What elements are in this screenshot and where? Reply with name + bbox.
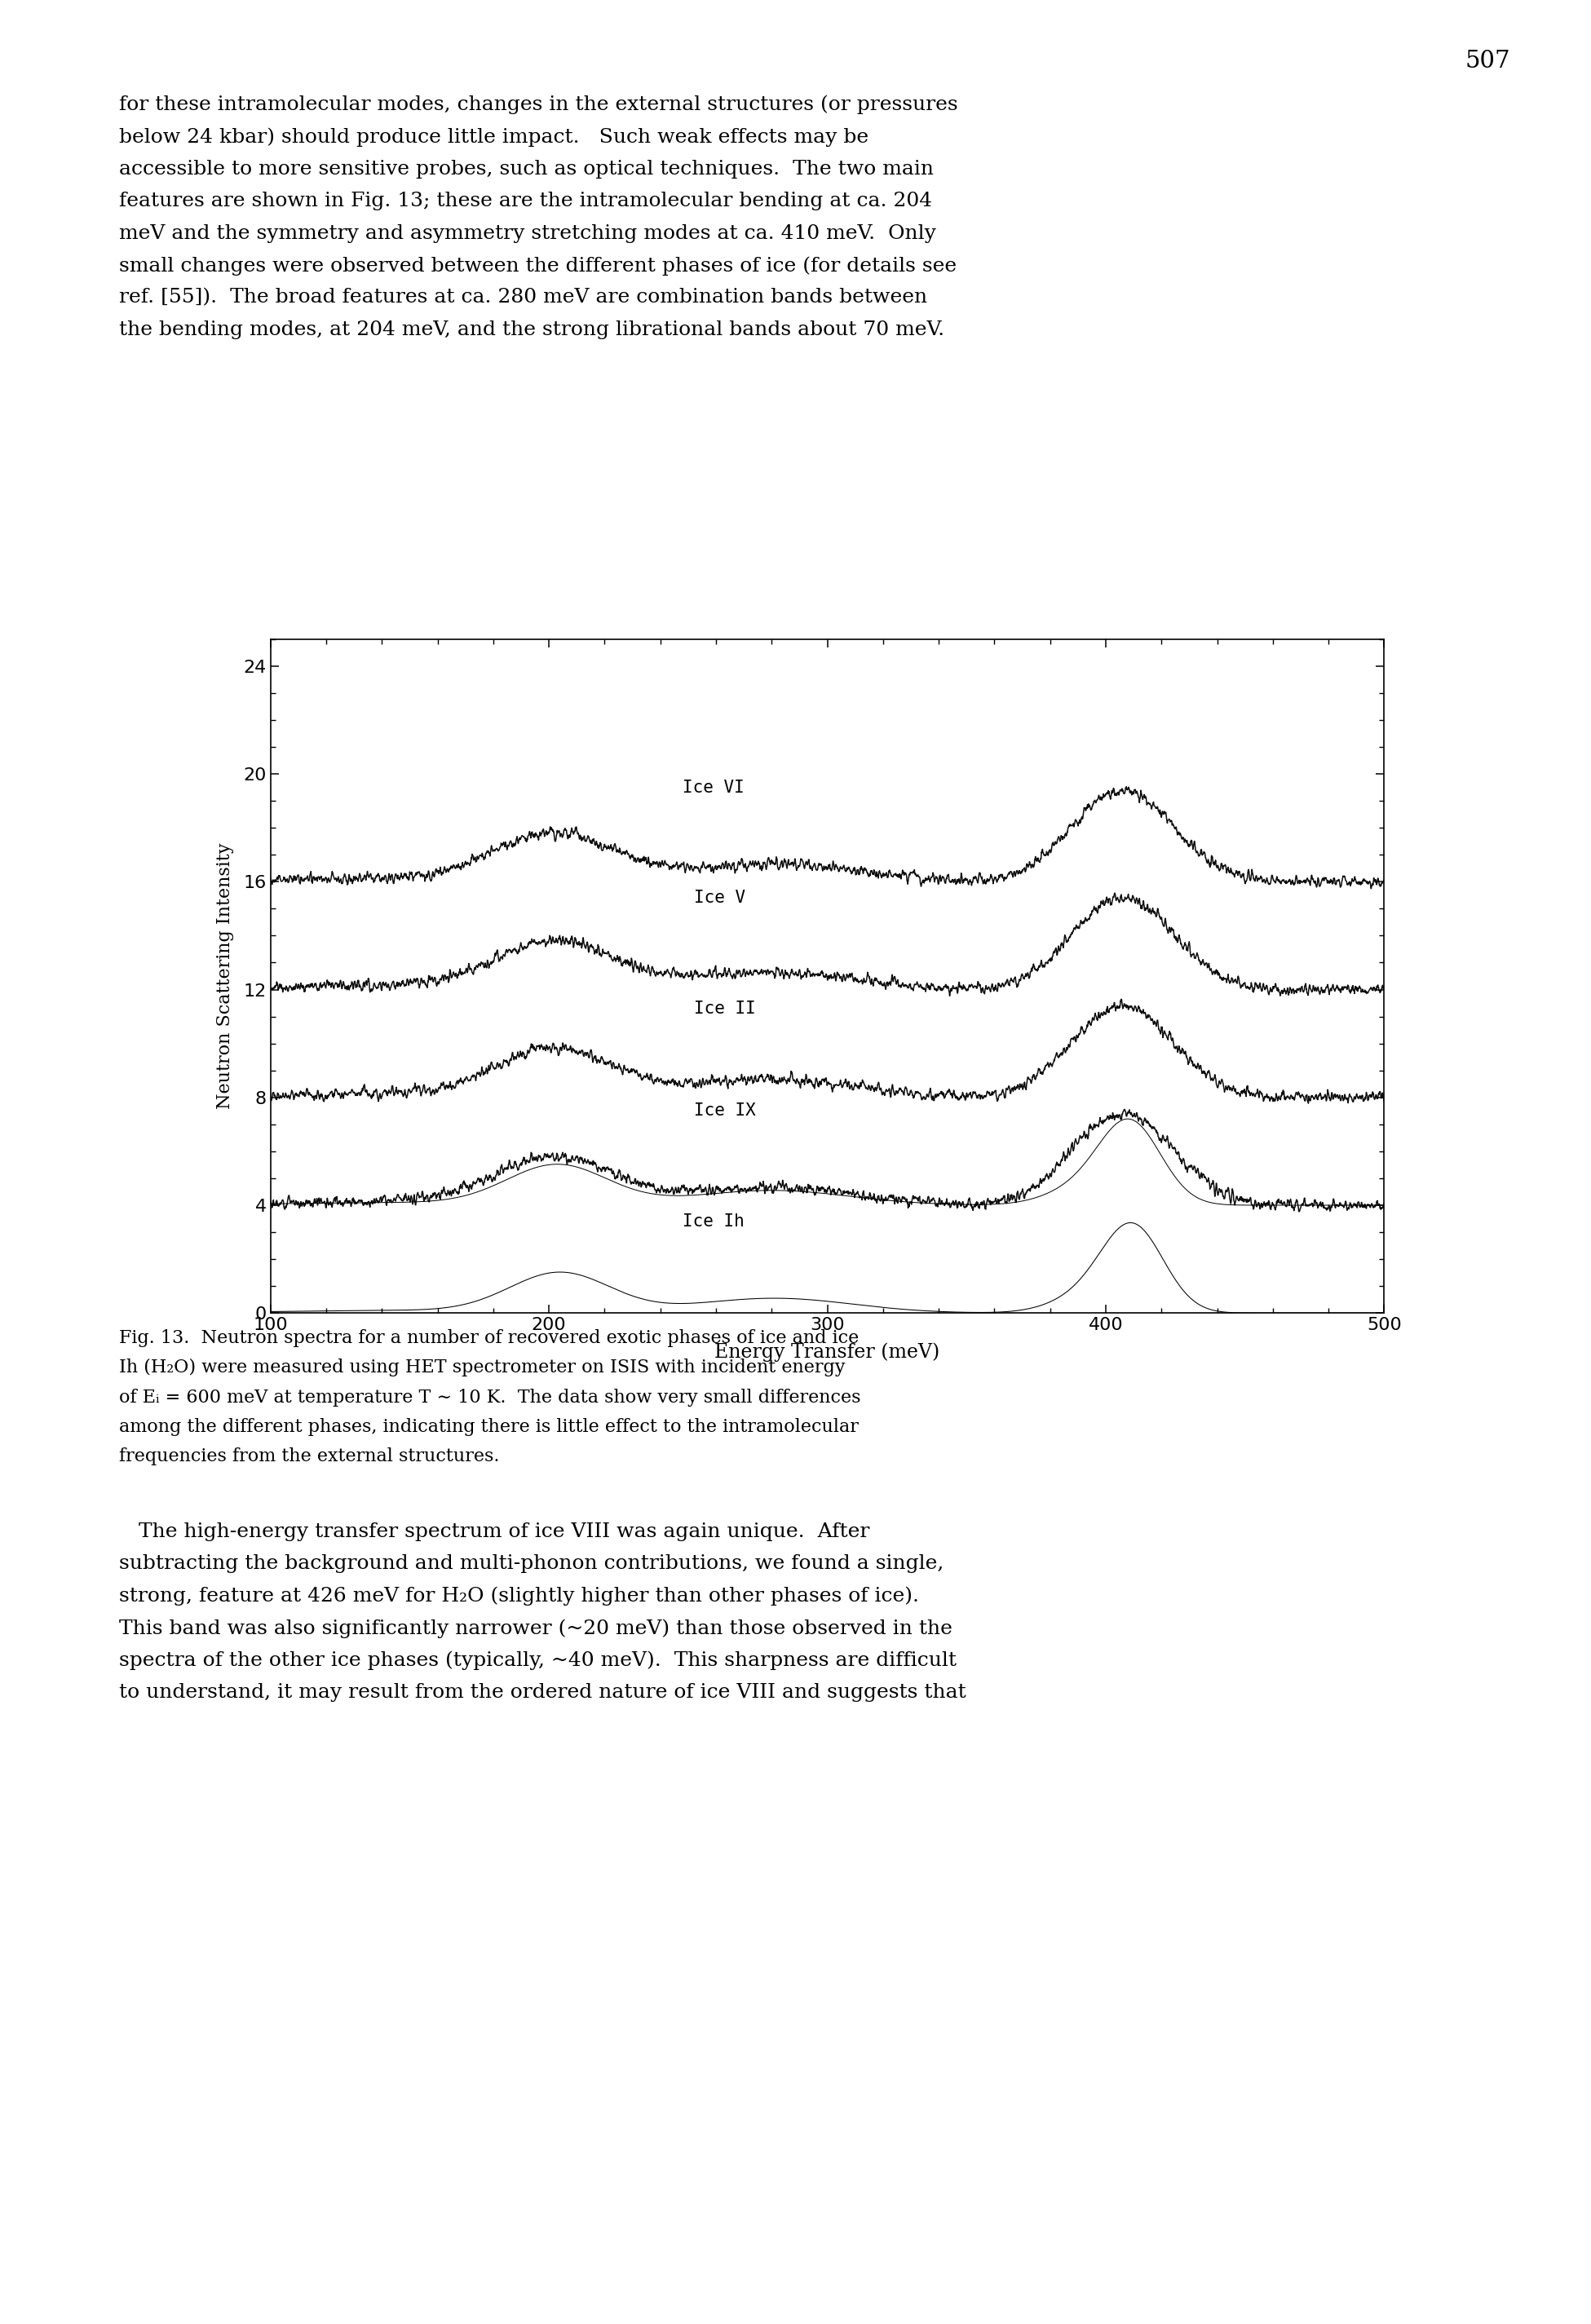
Text: The high-energy transfer spectrum of ice VIII was again unique.  After: The high-energy transfer spectrum of ice… (119, 1522, 870, 1541)
Text: 507: 507 (1465, 51, 1510, 72)
Text: to understand, it may result from the ordered nature of ice VIII and suggests th: to understand, it may result from the or… (119, 1683, 966, 1701)
Text: small changes were observed between the different phases of ice (for details see: small changes were observed between the … (119, 256, 956, 277)
Text: strong, feature at 426 meV for H₂O (slightly higher than other phases of ice).: strong, feature at 426 meV for H₂O (slig… (119, 1587, 920, 1606)
X-axis label: Energy Transfer (meV): Energy Transfer (meV) (714, 1343, 940, 1362)
Text: accessible to more sensitive probes, such as optical techniques.  The two main: accessible to more sensitive probes, suc… (119, 160, 934, 179)
Text: features are shown in Fig. 13; these are the intramolecular bending at ca. 204: features are shown in Fig. 13; these are… (119, 193, 932, 211)
Text: ref. [55]).  The broad features at ca. 280 meV are combination bands between: ref. [55]). The broad features at ca. 28… (119, 288, 928, 307)
Text: Ice V: Ice V (694, 890, 745, 906)
Text: Fig. 13.  Neutron spectra for a number of recovered exotic phases of ice and ice: Fig. 13. Neutron spectra for a number of… (119, 1329, 859, 1348)
Text: of Eᵢ = 600 meV at temperature T ∼ 10 K.  The data show very small differences: of Eᵢ = 600 meV at temperature T ∼ 10 K.… (119, 1387, 861, 1406)
Text: meV and the symmetry and asymmetry stretching modes at ca. 410 meV.  Only: meV and the symmetry and asymmetry stret… (119, 223, 937, 242)
Text: This band was also significantly narrower (~20 meV) than those observed in the: This band was also significantly narrowe… (119, 1620, 953, 1638)
Text: Ih (H₂O) were measured using HET spectrometer on ISIS with incident energy: Ih (H₂O) were measured using HET spectro… (119, 1360, 845, 1376)
Text: among the different phases, indicating there is little effect to the intramolecu: among the different phases, indicating t… (119, 1418, 859, 1436)
Text: spectra of the other ice phases (typically, ~40 meV).  This sharpness are diffic: spectra of the other ice phases (typical… (119, 1650, 956, 1671)
Text: the bending modes, at 204 meV, and the strong librational bands about 70 meV.: the bending modes, at 204 meV, and the s… (119, 321, 945, 339)
Text: subtracting the background and multi-phonon contributions, we found a single,: subtracting the background and multi-pho… (119, 1555, 943, 1573)
Text: for these intramolecular modes, changes in the external structures (or pressures: for these intramolecular modes, changes … (119, 95, 958, 114)
Text: below 24 kbar) should produce little impact.   Such weak effects may be: below 24 kbar) should produce little imp… (119, 128, 869, 146)
Text: Ice II: Ice II (694, 999, 756, 1016)
Text: Ice IX: Ice IX (694, 1102, 756, 1120)
Text: Ice Ih: Ice Ih (683, 1213, 745, 1229)
Y-axis label: Neutron Scattering Intensity: Neutron Scattering Intensity (216, 844, 234, 1109)
Text: Ice VI: Ice VI (683, 779, 745, 795)
Text: frequencies from the external structures.: frequencies from the external structures… (119, 1448, 500, 1466)
